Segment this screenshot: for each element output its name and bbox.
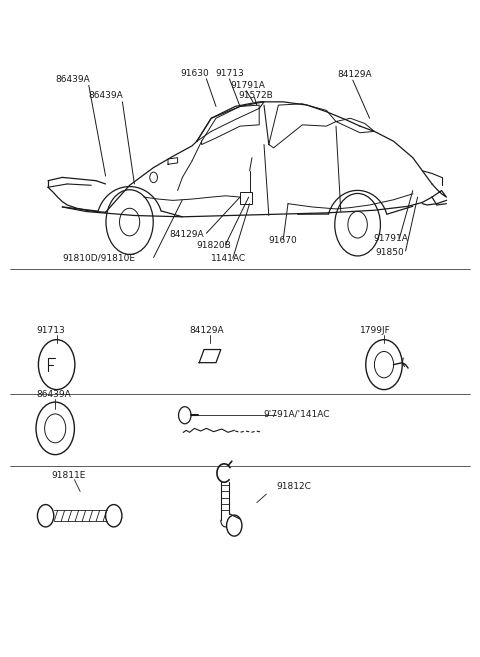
Text: 1799JF: 1799JF (360, 326, 391, 335)
Bar (240, 192, 252, 204)
Text: 84129A: 84129A (190, 326, 224, 335)
Text: 91850: 91850 (375, 248, 404, 257)
Circle shape (179, 407, 191, 424)
Text: 91630: 91630 (180, 68, 209, 78)
Text: 91713: 91713 (215, 68, 244, 78)
Text: 91572B: 91572B (239, 91, 273, 100)
Text: 91812C: 91812C (276, 482, 311, 491)
Text: 86439A: 86439A (89, 91, 123, 100)
Text: 91791A: 91791A (373, 234, 408, 243)
Text: 84129A: 84129A (337, 70, 372, 79)
Text: 9'791A/'141AC: 9'791A/'141AC (263, 409, 330, 419)
Text: 91791A: 91791A (230, 81, 265, 90)
Text: 91811E: 91811E (52, 470, 86, 480)
Text: 86439A: 86439A (55, 75, 90, 84)
Text: 91670: 91670 (269, 236, 298, 245)
Text: 91810D/91810E: 91810D/91810E (62, 253, 135, 262)
Text: 86439A: 86439A (36, 390, 71, 399)
Text: 1141AC: 1141AC (211, 254, 246, 263)
Text: 84129A: 84129A (169, 230, 204, 239)
Text: 91820B: 91820B (197, 241, 231, 250)
Text: 91713: 91713 (36, 326, 65, 335)
